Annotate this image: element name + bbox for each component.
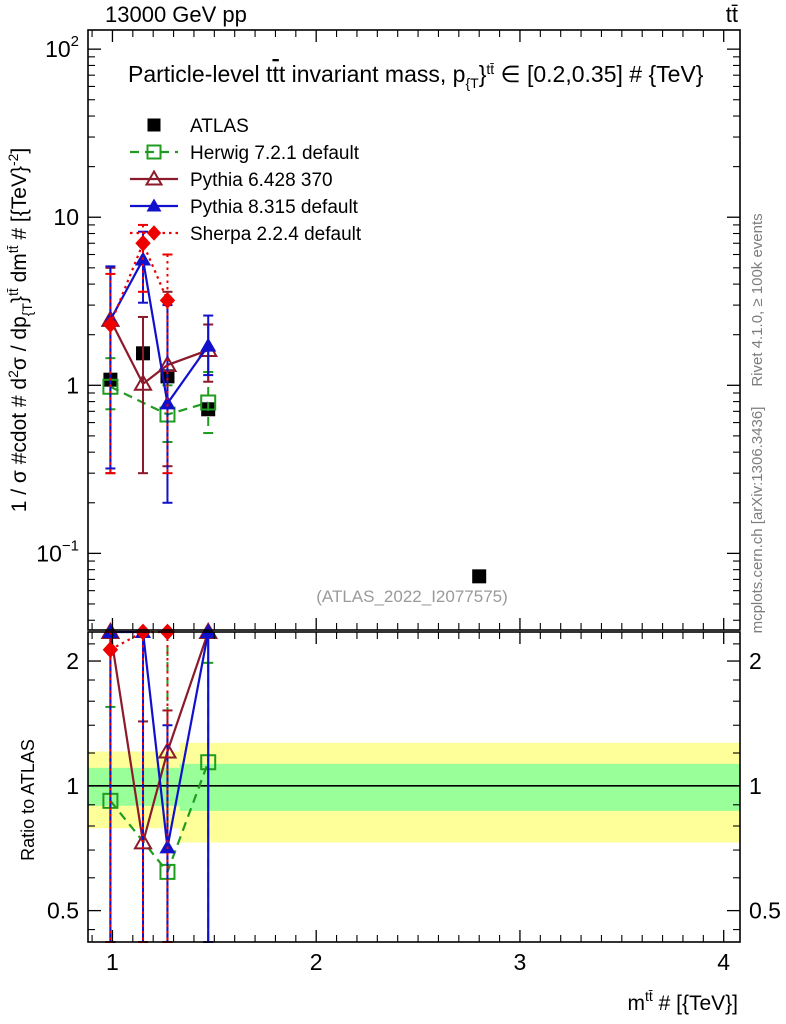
legend-group: ATLAS Herwig 7.2.1 default Pythia 6.428 37… xyxy=(130,116,362,245)
ratio-band-inner xyxy=(179,763,740,811)
ratio-y-tick-label-right: 0.5 xyxy=(749,898,781,924)
header-left-label: 13000 GeV pp xyxy=(105,2,247,27)
legend-marker-pythia xyxy=(144,169,164,186)
x-tick-label: 4 xyxy=(717,949,730,975)
ratio-y-tick-label: 1 xyxy=(66,773,79,799)
x-tick-label: 2 xyxy=(310,949,323,975)
series-line xyxy=(109,631,210,843)
y-axis-title: 1 / σ #cdot # d2σ / dp{T}tt̄ dmtt̄ # [{T… xyxy=(5,148,35,513)
ratio-y-tick-label: 0.5 xyxy=(47,898,79,924)
legend-marker-pythia xyxy=(146,198,162,212)
legend-label: Pythia 8.315 default xyxy=(190,197,359,218)
series-line xyxy=(109,240,169,325)
marker-atlas xyxy=(472,569,487,584)
ratio-uncertainty-bands xyxy=(88,742,740,843)
legend-label: ATLAS xyxy=(190,116,249,137)
dataset-watermark: (ATLAS_2022_I2077575) xyxy=(316,587,508,606)
legend-label: Herwig 7.2.1 default xyxy=(190,143,360,164)
ratio-y-tick-label-right: 1 xyxy=(749,773,762,799)
y-tick-label: 10 xyxy=(53,204,79,230)
marker-pythia xyxy=(200,337,217,352)
x-tick-label: 3 xyxy=(514,949,527,975)
legend-label: Pythia 6.428 370 xyxy=(190,170,333,191)
marker-pythia xyxy=(133,373,153,391)
y-tick-label: 1 xyxy=(66,372,79,398)
marker-sherpa xyxy=(159,291,176,309)
marker-pythia xyxy=(159,395,176,410)
legend-marker-herwig xyxy=(146,144,162,160)
marker-sherpa xyxy=(135,234,151,252)
marker-pythia xyxy=(159,839,176,854)
x-axis-title: mtt̄ # [{TeV}] xyxy=(627,988,738,1015)
header-right-label: tt̄ xyxy=(726,2,738,27)
series-line xyxy=(109,385,209,416)
plot-title: Particle-level ttt invariant mass, p{T}t… xyxy=(128,61,704,91)
marker-pythia xyxy=(102,623,119,638)
marker-sherpa xyxy=(102,641,119,659)
legend-label: Sherpa 2.2.4 default xyxy=(190,224,362,245)
side-label-rivet: Rivet 4.1.0, ≥ 100k events xyxy=(749,213,766,386)
ratio-panel-frame xyxy=(87,631,741,943)
marker-pythia xyxy=(200,623,217,638)
marker-sherpa xyxy=(102,316,119,333)
axes-group: 1 2 3 4 102 10 1 10−1 2 2 1 1 0.5 0.5 xyxy=(36,29,781,975)
marker-herwig xyxy=(200,394,217,411)
y-tick-label: 10−1 xyxy=(36,537,79,566)
x-tick-label: 1 xyxy=(106,949,119,975)
legend-marker-atlas xyxy=(147,118,161,132)
y-tick-label: 102 xyxy=(45,33,79,62)
legend-marker-sherpa xyxy=(146,225,162,241)
ratio-axis-title: Ratio to ATLAS xyxy=(18,739,38,861)
main-series-group xyxy=(100,223,487,584)
ratio-y-tick-label: 2 xyxy=(66,648,79,674)
series-line xyxy=(109,319,209,386)
ratio-y-tick-label-right: 2 xyxy=(749,648,762,674)
main-panel-frame xyxy=(87,29,741,631)
side-label-mcplots: mcplots.cern.ch [arXiv:1306.3436] xyxy=(749,407,766,634)
series-line xyxy=(109,256,210,407)
